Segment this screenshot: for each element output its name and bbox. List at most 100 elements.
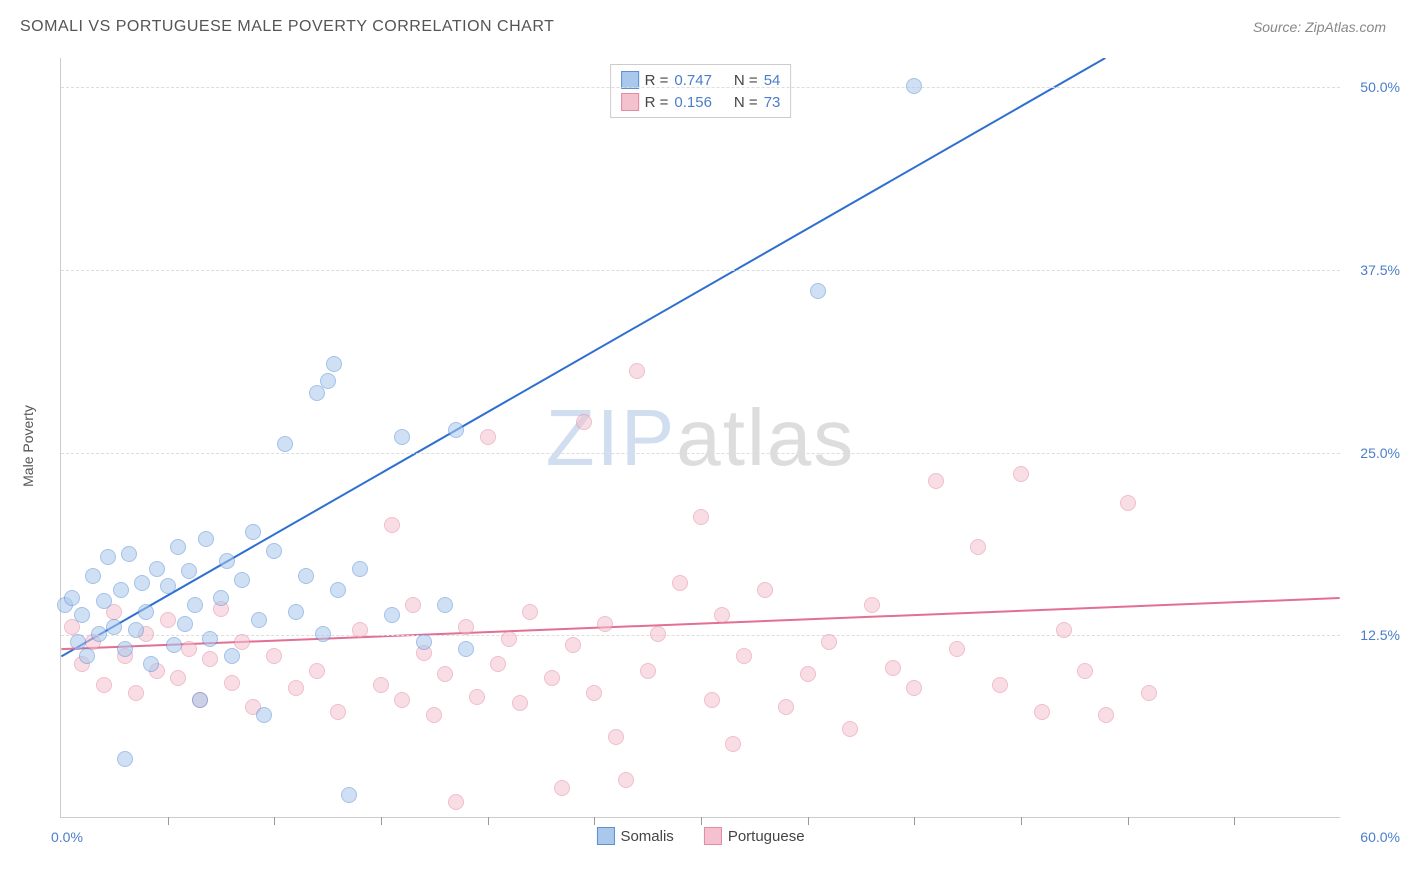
scatter-point-somalis xyxy=(437,597,453,613)
scatter-point-somalis xyxy=(256,707,272,723)
x-tick xyxy=(1234,817,1235,825)
scatter-point-somalis xyxy=(85,568,101,584)
scatter-point-portuguese xyxy=(330,704,346,720)
scatter-point-somalis xyxy=(251,612,267,628)
legend-label-somalis: Somalis xyxy=(620,828,673,845)
scatter-point-somalis xyxy=(266,543,282,559)
scatter-point-somalis xyxy=(277,436,293,452)
scatter-point-portuguese xyxy=(480,429,496,445)
scatter-point-portuguese xyxy=(757,582,773,598)
x-tick xyxy=(914,817,915,825)
scatter-point-portuguese xyxy=(736,648,752,664)
scatter-point-somalis xyxy=(352,561,368,577)
scatter-point-portuguese xyxy=(778,699,794,715)
n-value-somalis: 54 xyxy=(764,72,781,89)
scatter-point-somalis xyxy=(143,656,159,672)
scatter-point-portuguese xyxy=(170,670,186,686)
scatter-point-portuguese xyxy=(714,607,730,623)
scatter-point-portuguese xyxy=(704,692,720,708)
r-label: R = xyxy=(645,72,669,89)
scatter-point-portuguese xyxy=(842,721,858,737)
scatter-point-somalis xyxy=(117,751,133,767)
scatter-point-portuguese xyxy=(512,695,528,711)
scatter-point-portuguese xyxy=(906,680,922,696)
scatter-point-portuguese xyxy=(181,641,197,657)
scatter-point-portuguese xyxy=(970,539,986,555)
x-tick xyxy=(1128,817,1129,825)
y-tick-label: 12.5% xyxy=(1350,627,1400,643)
scatter-point-portuguese xyxy=(949,641,965,657)
scatter-point-portuguese xyxy=(640,663,656,679)
scatter-point-portuguese xyxy=(597,616,613,632)
scatter-point-somalis xyxy=(166,637,182,653)
scatter-point-somalis xyxy=(181,563,197,579)
scatter-point-somalis xyxy=(448,422,464,438)
x-max-label: 60.0% xyxy=(1350,829,1400,845)
x-tick xyxy=(381,817,382,825)
scatter-point-portuguese xyxy=(629,363,645,379)
scatter-point-portuguese xyxy=(544,670,560,686)
r-label: R = xyxy=(645,94,669,111)
scatter-point-portuguese xyxy=(821,634,837,650)
swatch-portuguese xyxy=(704,827,722,845)
gridline xyxy=(61,453,1340,454)
scatter-point-somalis xyxy=(810,283,826,299)
scatter-point-portuguese xyxy=(1077,663,1093,679)
scatter-point-portuguese xyxy=(309,663,325,679)
n-label: N = xyxy=(734,72,758,89)
scatter-point-portuguese xyxy=(586,685,602,701)
n-value-portuguese: 73 xyxy=(764,94,781,111)
legend-item-somalis: Somalis xyxy=(596,827,673,845)
scatter-point-portuguese xyxy=(426,707,442,723)
scatter-point-portuguese xyxy=(650,626,666,642)
scatter-point-portuguese xyxy=(1034,704,1050,720)
scatter-point-portuguese xyxy=(405,597,421,613)
scatter-point-somalis xyxy=(458,641,474,657)
x-tick xyxy=(488,817,489,825)
scatter-point-somalis xyxy=(330,582,346,598)
legend-label-portuguese: Portuguese xyxy=(728,828,805,845)
scatter-point-portuguese xyxy=(490,656,506,672)
x-tick xyxy=(168,817,169,825)
scatter-point-portuguese xyxy=(1013,466,1029,482)
scatter-point-somalis xyxy=(64,590,80,606)
scatter-point-portuguese xyxy=(864,597,880,613)
r-value-portuguese: 0.156 xyxy=(674,94,712,111)
y-tick-label: 50.0% xyxy=(1350,79,1400,95)
gridline xyxy=(61,270,1340,271)
scatter-point-portuguese xyxy=(458,619,474,635)
scatter-point-portuguese xyxy=(1098,707,1114,723)
scatter-point-portuguese xyxy=(565,637,581,653)
scatter-point-somalis xyxy=(219,553,235,569)
y-tick-label: 25.0% xyxy=(1350,445,1400,461)
scatter-chart: ZIPatlas R = 0.747 N = 54 R = 0.156 N = … xyxy=(60,58,1340,818)
scatter-point-portuguese xyxy=(554,780,570,796)
scatter-point-somalis xyxy=(121,546,137,562)
r-value-somalis: 0.747 xyxy=(674,72,712,89)
x-tick xyxy=(594,817,595,825)
scatter-point-portuguese xyxy=(608,729,624,745)
watermark-zip: ZIP xyxy=(546,393,676,482)
scatter-point-somalis xyxy=(79,648,95,664)
scatter-point-somalis xyxy=(170,539,186,555)
scatter-point-portuguese xyxy=(128,685,144,701)
scatter-point-portuguese xyxy=(693,509,709,525)
scatter-point-portuguese xyxy=(725,736,741,752)
scatter-point-somalis xyxy=(149,561,165,577)
scatter-point-somalis xyxy=(224,648,240,664)
y-axis-label: Male Poverty xyxy=(20,405,36,487)
y-tick-label: 37.5% xyxy=(1350,262,1400,278)
scatter-point-portuguese xyxy=(373,677,389,693)
scatter-point-portuguese xyxy=(202,651,218,667)
scatter-point-somalis xyxy=(91,626,107,642)
scatter-point-portuguese xyxy=(394,692,410,708)
x-tick xyxy=(1021,817,1022,825)
x-origin-label: 0.0% xyxy=(51,829,83,845)
scatter-point-somalis xyxy=(113,582,129,598)
scatter-point-somalis xyxy=(134,575,150,591)
scatter-point-portuguese xyxy=(992,677,1008,693)
scatter-point-somalis xyxy=(326,356,342,372)
x-tick xyxy=(808,817,809,825)
scatter-point-somalis xyxy=(384,607,400,623)
scatter-point-somalis xyxy=(288,604,304,620)
